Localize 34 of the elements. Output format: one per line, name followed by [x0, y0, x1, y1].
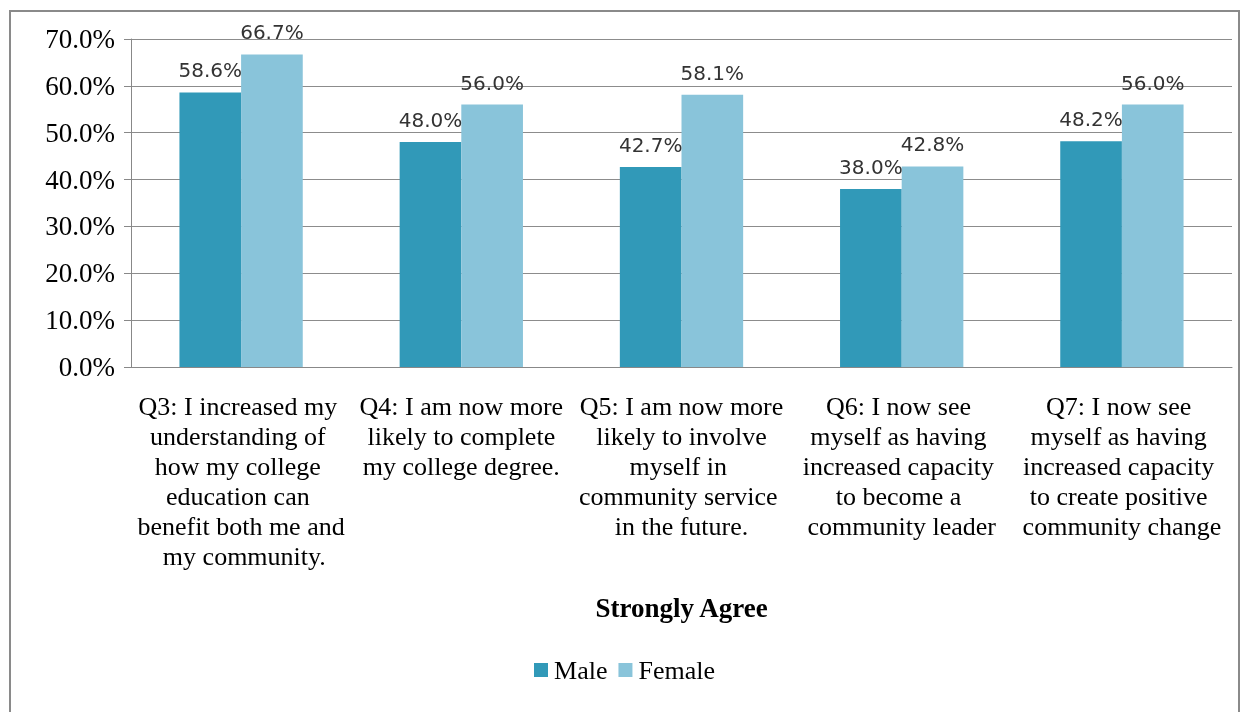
bar — [901, 166, 964, 367]
data-label: 42.7% — [618, 132, 683, 157]
data-label: 66.7% — [240, 20, 304, 45]
bar — [1060, 141, 1122, 367]
y-tick-label: 50.0% — [45, 117, 115, 148]
y-tick-label: 60.0% — [45, 70, 115, 101]
bar — [619, 166, 682, 367]
bar — [399, 142, 462, 367]
data-label: 42.8% — [900, 132, 965, 157]
legend-label: Female — [638, 655, 715, 685]
y-tick-label: 10.0% — [45, 305, 115, 336]
y-tick-label: 20.0% — [45, 258, 115, 289]
x-axis-title: Strongly Agree — [595, 592, 768, 623]
y-tick-label: 30.0% — [45, 211, 115, 242]
bar — [840, 188, 902, 367]
data-label: 58.1% — [680, 60, 745, 85]
y-tick-label: 0.0% — [58, 352, 115, 382]
legend-label: Male — [554, 655, 608, 685]
bar — [1121, 104, 1184, 367]
x-tick-label: Q3: I increased my understanding of how my college education can benefit both me and my community. — [137, 391, 345, 571]
bar — [681, 94, 744, 367]
x-tick-label: Q4: I am now more likely to complete my college degree. — [359, 391, 564, 481]
x-tick-label: Q6: I now see myself as having increased capacity to become a community leader — [802, 391, 1001, 541]
data-label: 58.6% — [178, 58, 243, 83]
x-tick-label: Q5: I am now more likely to involve myself in community service in the future. — [578, 391, 785, 541]
bar — [179, 92, 242, 367]
data-label: 48.0% — [398, 108, 463, 133]
data-label: 38.0% — [839, 154, 903, 179]
x-tick-label: Q7: I now see myself as having increased capacity to create positive community change — [1022, 391, 1222, 541]
data-label: 48.2% — [1059, 107, 1123, 132]
y-tick-label: 40.0% — [45, 164, 115, 195]
bar — [461, 104, 523, 367]
y-tick-label: 70.0% — [45, 24, 115, 54]
bar — [241, 54, 303, 367]
